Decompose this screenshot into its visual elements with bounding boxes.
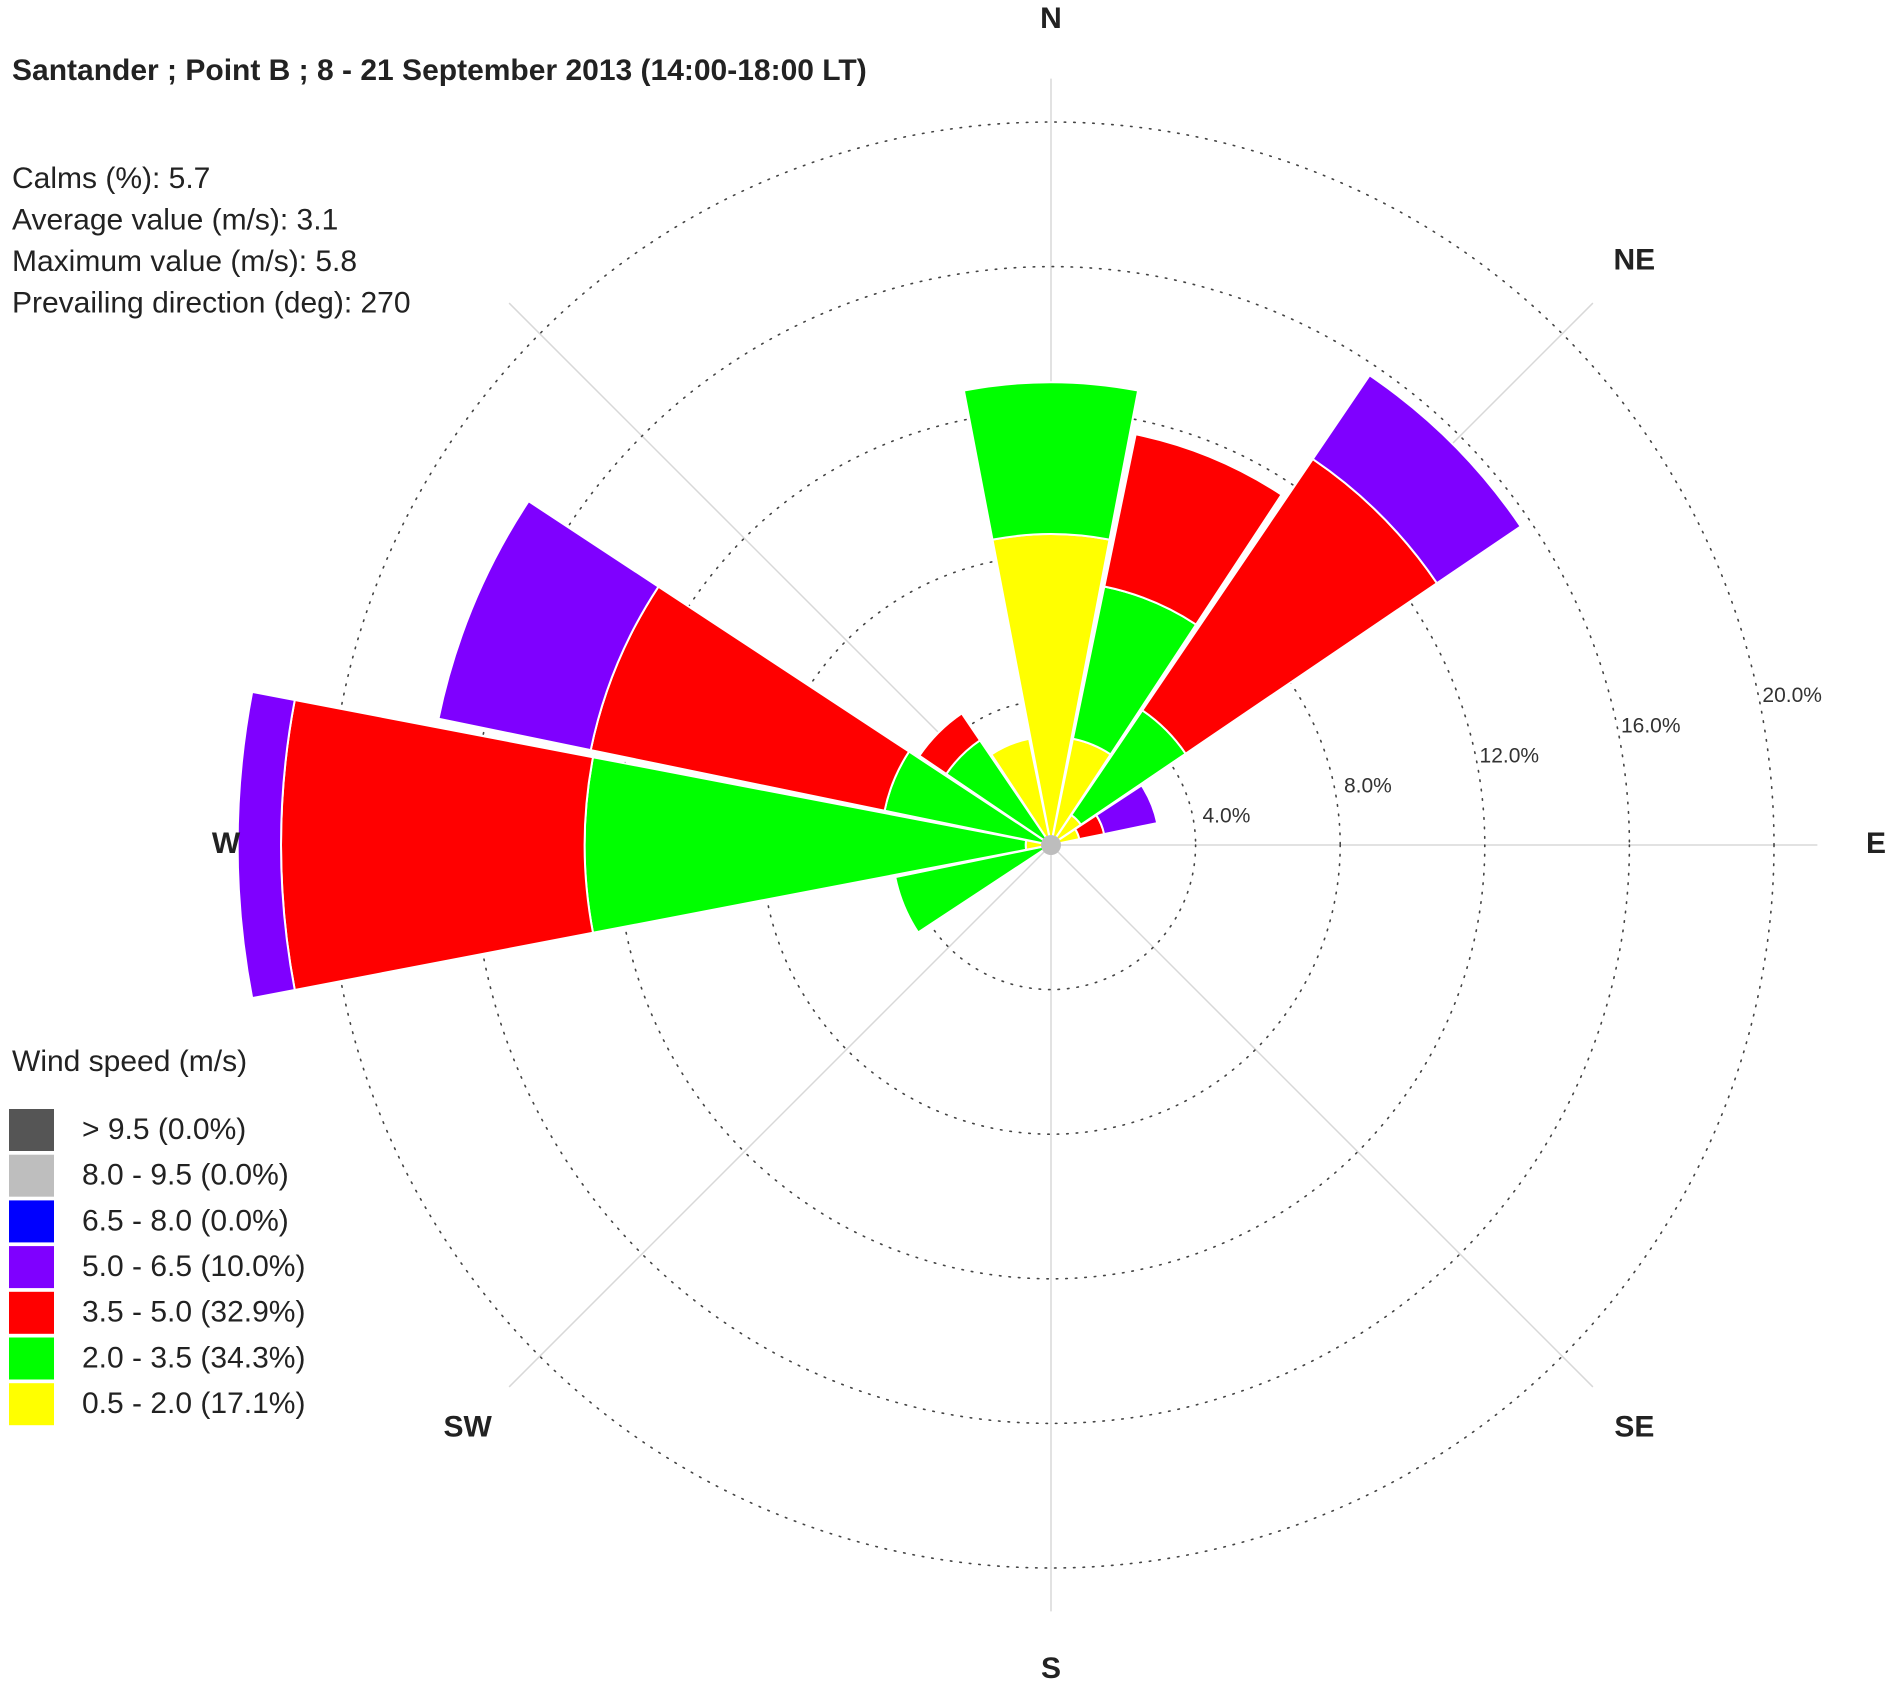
annotation: Prevailing direction (deg): 270 — [12, 286, 411, 319]
ring-label: 4.0% — [1203, 804, 1251, 827]
wedge — [894, 844, 1052, 934]
wedge — [1103, 433, 1283, 626]
spoke — [1050, 844, 1594, 1388]
legend-label: 0.5 - 2.0 (17.1%) — [82, 1387, 305, 1420]
legend-label: > 9.5 (0.0%) — [82, 1113, 246, 1146]
wedge — [280, 698, 595, 992]
legend-swatch — [9, 1383, 54, 1426]
legend-swatch — [9, 1109, 54, 1151]
direction-label: S — [1041, 1652, 1061, 1685]
legend-swatch — [9, 1337, 54, 1380]
wedge — [1094, 783, 1159, 836]
legend-label: 5.0 - 6.5 (10.0%) — [82, 1250, 305, 1283]
wedges — [236, 373, 1523, 1000]
legend-label: 8.0 - 9.5 (0.0%) — [82, 1159, 289, 1192]
wedge — [1311, 373, 1523, 585]
labels: N NE E SE S SW W Calms (%): 5.7 Average value (m… — [9, 2, 1886, 1685]
grid-ring — [760, 554, 1342, 1136]
wedge — [962, 381, 1140, 541]
center-dot — [1041, 835, 1061, 855]
ring-label: 12.0% — [1480, 744, 1540, 767]
legend-label: 6.5 - 8.0 (0.0%) — [82, 1204, 289, 1237]
ring-label: 8.0% — [1344, 774, 1392, 797]
direction-label: SW — [443, 1410, 492, 1443]
legend-swatch — [9, 1246, 54, 1289]
annotation: Calms (%): 5.7 — [12, 162, 210, 195]
grid-ring — [471, 265, 1631, 1425]
direction-label: W — [212, 827, 241, 860]
legend-swatch — [9, 1291, 54, 1334]
legend-swatch — [9, 1200, 54, 1243]
wedge — [989, 737, 1052, 846]
legend-label: 2.0 - 3.5 (34.3%) — [82, 1341, 305, 1374]
legend-label: 3.5 - 5.0 (32.9%) — [82, 1296, 305, 1329]
wedge — [236, 690, 296, 1000]
grid-ring — [905, 699, 1197, 991]
spoke — [508, 844, 1052, 1388]
direction-label: N — [1040, 2, 1062, 35]
annotation: Average value (m/s): 3.1 — [12, 203, 338, 236]
ring-label: 16.0% — [1621, 714, 1681, 737]
legend-swatch — [9, 1154, 54, 1197]
direction-label: NE — [1614, 244, 1656, 277]
chart-title: Santander ; Point B ; 8 - 21 September 2… — [12, 54, 867, 87]
annotation: Maximum value (m/s): 5.8 — [12, 245, 357, 278]
wedge — [437, 499, 660, 752]
wedge — [917, 711, 982, 776]
legend-title: Wind speed (m/s) — [12, 1045, 247, 1078]
ring-label: 20.0% — [1762, 684, 1822, 707]
direction-label: SE — [1614, 1410, 1654, 1443]
direction-label: E — [1866, 827, 1886, 860]
